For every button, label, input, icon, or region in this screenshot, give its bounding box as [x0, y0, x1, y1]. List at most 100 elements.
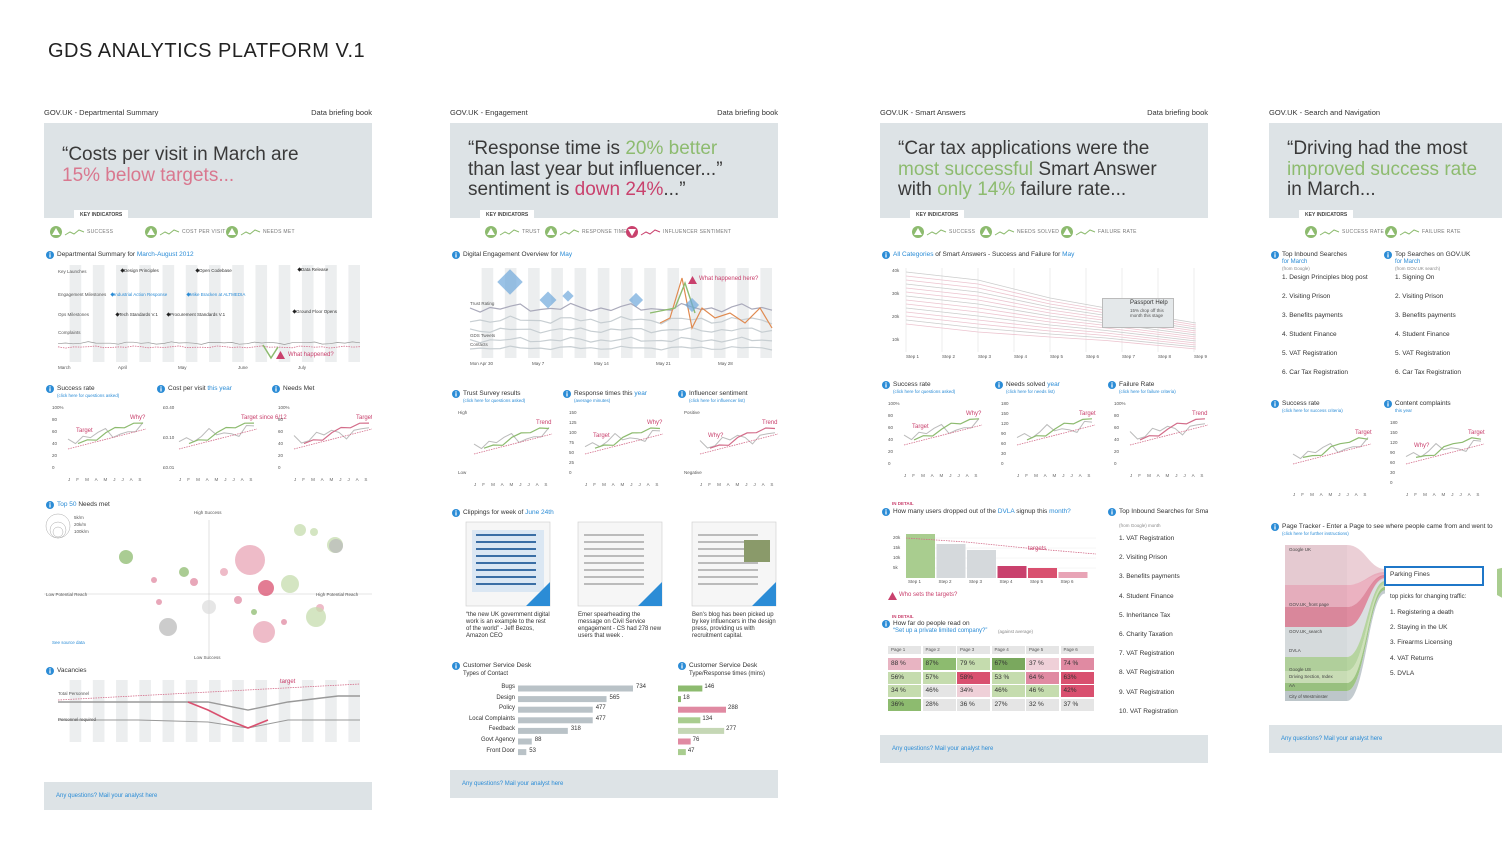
shape — [275, 386, 277, 388]
callout-title: Passport Help — [1130, 300, 1168, 306]
column-header-cell — [991, 646, 1025, 654]
shape — [584, 576, 644, 578]
footer-link[interactable]: Any questions? Mail your analyst here — [56, 793, 158, 799]
info-icon — [882, 508, 890, 516]
info-icon — [1384, 251, 1392, 259]
shape — [58, 719, 360, 729]
category-label: Policy — [498, 705, 515, 712]
bubble — [235, 545, 265, 575]
info-icon — [1271, 400, 1279, 408]
panel-header: GOV.UK - Search and Navigation — [1269, 108, 1381, 117]
column-header: Page 4 — [994, 647, 1009, 652]
text-run: “Driving had the most — [1287, 138, 1468, 159]
bar — [678, 749, 686, 756]
text-run: most successful — [898, 158, 1034, 180]
x-tick-label: Step 2 — [938, 579, 952, 584]
search-item: 9. VAT Registration — [1119, 688, 1175, 696]
mini-axis-label: 0 — [1001, 461, 1004, 466]
date-label: May 14 — [594, 361, 609, 366]
bar — [518, 717, 593, 724]
footer-link[interactable]: Any questions? Mail your analyst here — [462, 781, 564, 787]
mini-axis-label: 80 — [888, 413, 894, 418]
shape — [476, 569, 536, 571]
page-input[interactable] — [1384, 566, 1484, 586]
text-run: June 24th — [525, 509, 554, 516]
mini-axis-label: 125 — [569, 420, 577, 425]
shape — [1387, 252, 1389, 254]
shape — [982, 228, 990, 235]
value-label: 18 — [683, 694, 690, 701]
pick-item: 2. Staying in the UK — [1390, 624, 1448, 632]
row-label: Trust Rating — [470, 301, 495, 306]
bubble — [190, 578, 198, 586]
footer-link[interactable]: Any questions? Mail your analyst here — [1281, 736, 1383, 742]
bar — [1058, 572, 1088, 578]
footer-link[interactable]: Any questions? Mail your analyst here — [892, 746, 994, 752]
date-label: July — [298, 365, 307, 370]
question-link: Who sets the targets? — [899, 592, 958, 598]
timeline-chart — [57, 265, 361, 362]
mini-axis-label: 60 — [52, 429, 58, 434]
mini-note: Trend — [1192, 411, 1208, 417]
search-item: 2. Visiting Prison — [1395, 293, 1444, 300]
mini-axis-label: 100% — [888, 401, 900, 406]
shape — [455, 510, 457, 512]
series-label: Total Personnel — [58, 691, 90, 696]
stripe — [481, 268, 494, 358]
mini-trend — [483, 427, 550, 449]
section-title: Cost per visit this year — [168, 385, 232, 393]
date-label: March — [58, 365, 71, 370]
event-label: Industrial Action Response — [114, 292, 168, 297]
row-label: Complaints — [58, 330, 81, 335]
stripe — [139, 680, 151, 742]
mini-axis-label: Low — [458, 470, 467, 475]
shape — [58, 695, 360, 711]
stripe — [621, 268, 633, 358]
flow-band — [1285, 545, 1385, 585]
heat-cell — [1060, 685, 1094, 697]
indicator-spark — [64, 229, 85, 236]
shape — [698, 562, 758, 564]
mini-months: J F M A M J J A S — [1130, 473, 1206, 478]
section-sub: Type/Response times (mins) — [689, 671, 766, 677]
mini-axis-label: 90 — [1390, 450, 1396, 455]
target-line — [584, 433, 664, 455]
text-run: “Response time is — [468, 138, 626, 159]
page-input-text: Parking Fines — [1390, 571, 1430, 578]
step-label: Step 3 — [978, 354, 992, 359]
bar — [518, 727, 568, 734]
section-title: Customer Service Desk — [689, 662, 757, 670]
indicator-spark — [1399, 229, 1420, 236]
column-header-cell — [922, 646, 956, 654]
step-label: Step 7 — [1122, 354, 1136, 359]
mini-sub: (click here for influencer list) — [689, 398, 746, 403]
heat-cell — [957, 658, 990, 670]
heat-value: 36 % — [960, 700, 975, 708]
y-tick-label: 10k — [893, 555, 901, 560]
mini-chart — [67, 422, 147, 450]
quote-line: than last year but influencer...” — [468, 159, 723, 180]
text-run: down 24% — [574, 179, 664, 200]
heat-cell — [1026, 658, 1059, 670]
text-run: “Costs per visit in March are — [62, 144, 299, 165]
text-run: Success rate — [1282, 400, 1320, 407]
mini-axis-label: 40 — [278, 441, 284, 446]
mini-axis-label: 180 — [1001, 401, 1009, 406]
indicator-spark — [559, 229, 580, 236]
event-label: Open Codebase — [199, 268, 232, 273]
text-run: Top 50 — [57, 501, 77, 508]
text-run: Top Inbound Searches for Smart Answers — [1119, 508, 1208, 515]
text-run: ...” — [663, 179, 686, 200]
search-item: 3. Benefits payments — [1395, 312, 1456, 319]
category-label: Front Door — [486, 747, 515, 754]
indicator-label: NEEDS MET — [263, 229, 295, 235]
stripe — [551, 268, 563, 358]
shape — [584, 555, 644, 557]
shape — [698, 569, 758, 571]
series-label: Personnel required — [58, 717, 97, 722]
info-icon — [452, 390, 460, 398]
shape — [628, 229, 636, 236]
x-tick-label: Step 1 — [908, 579, 922, 584]
annotation: What happened here? — [699, 276, 759, 282]
indicator-spark — [240, 229, 261, 236]
